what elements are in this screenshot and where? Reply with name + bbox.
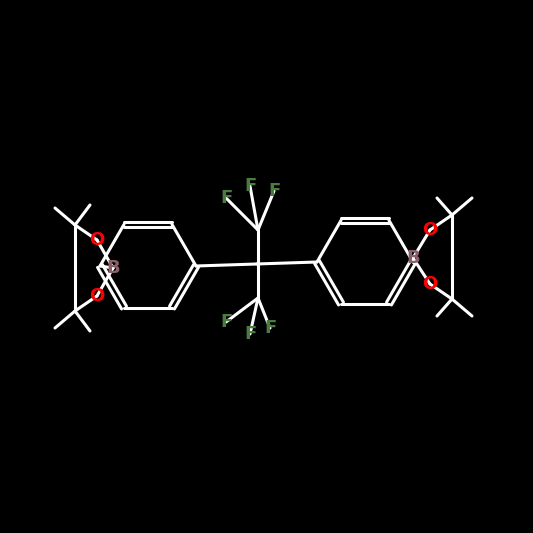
Text: F: F — [220, 313, 232, 331]
Text: B: B — [106, 259, 120, 277]
Text: O: O — [90, 287, 104, 305]
Text: F: F — [220, 189, 232, 207]
Text: F: F — [244, 177, 256, 195]
Text: F: F — [264, 319, 276, 337]
Text: F: F — [244, 325, 256, 343]
Text: F: F — [268, 182, 280, 200]
Text: O: O — [90, 231, 104, 249]
Text: O: O — [422, 221, 438, 239]
Text: B: B — [406, 249, 420, 267]
Text: O: O — [422, 275, 438, 293]
